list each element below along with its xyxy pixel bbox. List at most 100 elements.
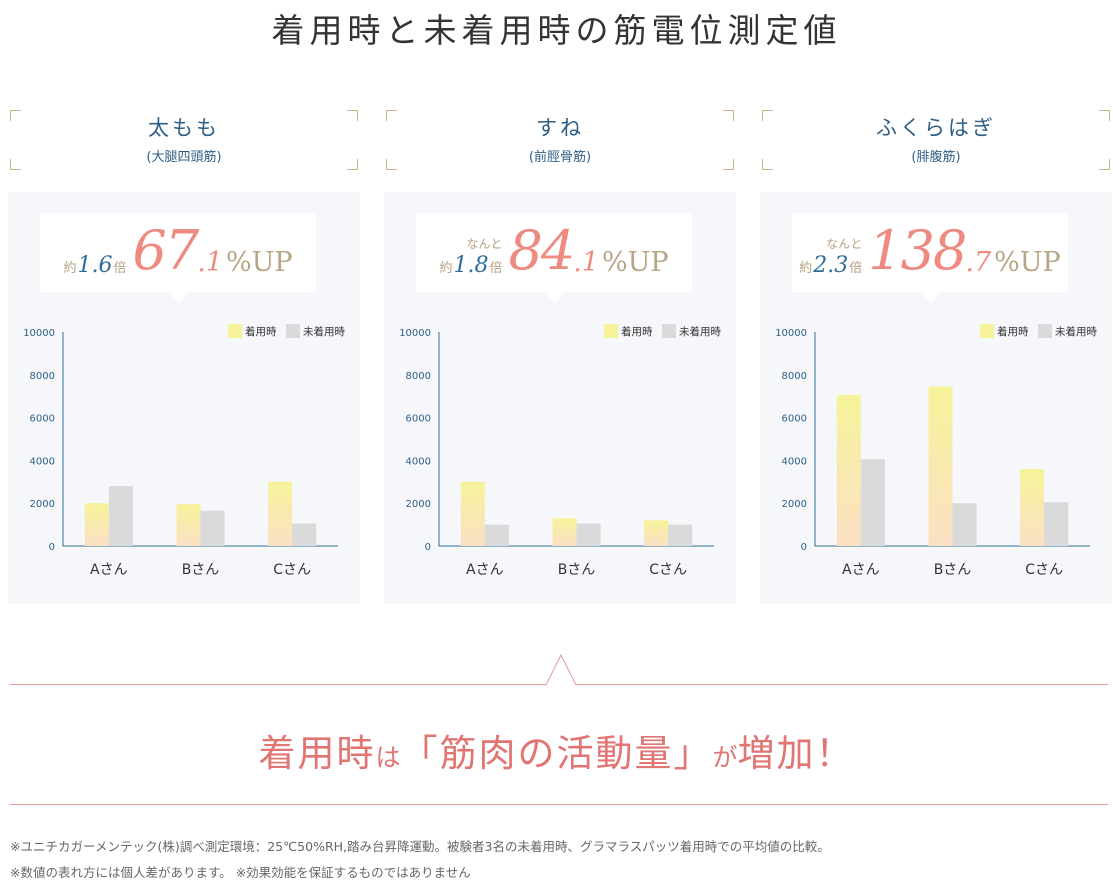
bar-worn: [552, 518, 577, 546]
legend-swatch-worn: [980, 324, 994, 338]
bar-worn: [644, 520, 669, 546]
chart-card: 約 1.6 倍 67.1 %UP 10000 8000 6000 4000 2000 0 Aさ…: [8, 192, 360, 604]
legend-swatch-not-worn: [662, 324, 676, 338]
bar-not-worn: [668, 524, 693, 546]
bar-not-worn: [200, 510, 225, 546]
ratio-value: 2.3: [813, 253, 849, 278]
panel-header: 太もも (大腿四頭筋): [8, 104, 360, 174]
muscle-subtitle: (大腿四頭筋): [146, 150, 222, 165]
percent-int: 67: [132, 219, 199, 282]
bubble-tail: [170, 292, 188, 304]
muscle-panel: すね (前脛骨筋) なんと 約 1.8 倍 84.1 %U: [384, 104, 736, 604]
corner-bracket: [723, 159, 734, 170]
y-tick-label: 6000: [406, 414, 431, 425]
y-tick-label: 10000: [399, 328, 431, 339]
y-tick-label: 4000: [406, 456, 431, 467]
legend-label-worn: 着用時: [997, 325, 1029, 338]
bar-not-worn: [860, 459, 885, 546]
percent-decimal: .1: [197, 247, 223, 278]
conclusion: 着用時は「筋肉の活動量」が増加！: [0, 723, 1113, 777]
ratio-line: 約 1.8 倍: [439, 253, 502, 278]
y-tick-label: 6000: [30, 414, 55, 425]
divider-top-right: [576, 684, 1108, 685]
bar-worn: [1020, 468, 1045, 546]
bar-not-worn: [576, 523, 601, 546]
bar-not-worn: [108, 486, 133, 546]
chart-card: なんと 約 1.8 倍 84.1 %UP 10000 8000 6000 4000 200…: [384, 192, 736, 604]
stat-row: 約 1.6 倍 67.1 %UP: [40, 214, 316, 292]
stat-bubble: なんと 約 1.8 倍 84.1 %UP: [416, 214, 692, 304]
corner-bracket: [10, 110, 21, 121]
ratio-value: 1.6: [77, 253, 113, 278]
conclusion-part3: 「筋肉の活動量」: [400, 732, 713, 775]
times-label: 倍: [849, 261, 863, 276]
bar-not-worn: [484, 524, 509, 546]
legend-label-worn: 着用時: [245, 325, 277, 338]
percent-decimal: .1: [573, 247, 599, 278]
bar-chart: 10000 8000 6000 4000 2000 0 Aさん Bさん Cさん 着用時 未着用時: [775, 324, 1097, 578]
panel-header: すね (前脛骨筋): [384, 104, 736, 174]
bar-not-worn: [952, 503, 977, 546]
y-tick-label: 4000: [782, 456, 807, 467]
y-tick-label: 4000: [30, 456, 55, 467]
note-measurement: ※ユニチカガーメンテック(株)調べ測定環境：25℃50%RH,踏み台昇降運動。被…: [10, 839, 830, 854]
legend-swatch-worn: [228, 324, 242, 338]
category-label: Aさん: [466, 562, 504, 578]
category-label: Cさん: [273, 562, 311, 578]
ratio-line: 約 2.3 倍: [799, 253, 862, 278]
muscle-panel: 太もも (大腿四頭筋) 約 1.6 倍 67.1 %UP: [8, 104, 360, 604]
muscle-name: 太もも: [148, 116, 220, 140]
muscle-name: すね: [536, 116, 584, 140]
y-tick-label: 10000: [775, 328, 807, 339]
bar-not-worn: [1044, 502, 1069, 546]
legend-swatch-not-worn: [1038, 324, 1052, 338]
nanto-label: なんと: [466, 237, 503, 251]
divider-top-left: [10, 684, 546, 685]
bar-chart: 10000 8000 6000 4000 2000 0 Aさん Bさん Cさん 着用時 未着用時: [23, 324, 345, 578]
y-tick-label: 0: [425, 542, 431, 553]
conclusion-part2: は: [375, 743, 401, 772]
chart-axes: [814, 332, 1090, 547]
stat-bubble: なんと 約 2.3 倍 138.7 %UP: [792, 214, 1068, 304]
y-tick-label: 2000: [406, 499, 431, 510]
y-tick-label: 8000: [782, 371, 807, 382]
corner-bracket: [386, 110, 397, 121]
chart-card: なんと 約 2.3 倍 138.7 %UP 10000 8000 6000 4000 20…: [760, 192, 1112, 604]
category-label: Aさん: [842, 562, 880, 578]
note-disclaimer: ※数値の表れ方には個人差があります。 ※効果効能を保証するものではありません: [10, 865, 471, 880]
bar-worn: [84, 503, 109, 546]
page-title: 着用時と未着用時の筋電位測定値: [271, 11, 842, 50]
category-label: Cさん: [649, 562, 687, 578]
percent-unit: %UP: [225, 247, 293, 278]
legend-label-not-worn: 未着用時: [679, 325, 721, 338]
divider-triangle: [546, 654, 576, 686]
chart-axes: [438, 332, 714, 547]
y-tick-label: 8000: [30, 371, 55, 382]
stat-bubble: 約 1.6 倍 67.1 %UP: [40, 214, 316, 304]
bubble-tail: [922, 292, 940, 304]
category-label: Bさん: [558, 562, 596, 578]
corner-bracket: [723, 110, 734, 121]
ratio-block: なんと 約 2.3 倍: [799, 237, 862, 278]
muscle-subtitle: (腓腹筋): [911, 150, 961, 165]
ratio-block: なんと 約 1.8 倍: [439, 237, 502, 278]
times-label: 倍: [489, 261, 503, 276]
bar-not-worn: [292, 523, 317, 546]
y-tick-label: 10000: [23, 328, 55, 339]
nanto-label: なんと: [826, 237, 863, 251]
y-tick-label: 2000: [782, 499, 807, 510]
corner-bracket: [347, 159, 358, 170]
conclusion-part5: 増加！: [737, 732, 855, 775]
approx-label: 約: [63, 261, 77, 276]
panel-header: ふくらはぎ (腓腹筋): [760, 104, 1112, 174]
legend-label-worn: 着用時: [621, 325, 653, 338]
muscle-name: ふくらはぎ: [876, 116, 996, 140]
legend-swatch-not-worn: [286, 324, 300, 338]
bar-worn: [460, 481, 485, 546]
category-label: Bさん: [934, 562, 972, 578]
legend-swatch-worn: [604, 324, 618, 338]
category-label: Cさん: [1025, 562, 1063, 578]
bubble-tail: [546, 292, 564, 304]
ratio-value: 1.8: [453, 253, 489, 278]
conclusion-part4: が: [712, 743, 738, 772]
